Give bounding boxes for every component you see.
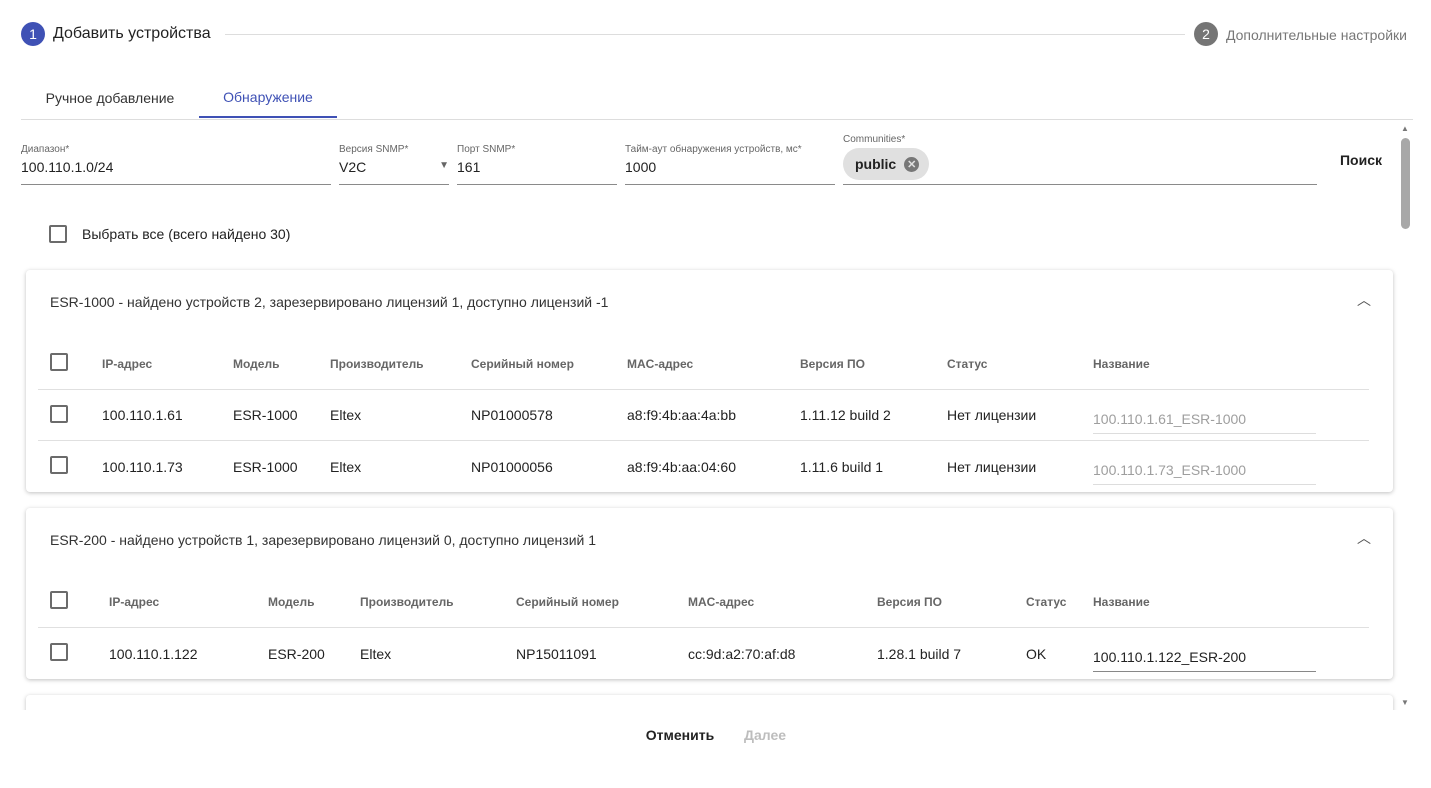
device-group-next xyxy=(26,695,1393,710)
communities-label: Communities* xyxy=(843,134,906,145)
dropdown-arrow-icon: ▼ xyxy=(439,160,449,171)
step-2-number: 2 xyxy=(1194,22,1218,46)
col-serial[interactable]: Серийный номер xyxy=(471,356,574,371)
col-vendor[interactable]: Производитель xyxy=(330,356,424,371)
cell-serial: NP01000056 xyxy=(471,458,553,475)
tab-manual-add[interactable]: Ручное добавление xyxy=(45,90,175,106)
col-vendor[interactable]: Производитель xyxy=(360,594,454,609)
select-all[interactable]: Выбрать все (всего найдено 30) xyxy=(49,225,290,243)
search-button[interactable]: Поиск xyxy=(1339,152,1382,168)
cell-version: 1.28.1 build 7 xyxy=(877,645,962,662)
cell-vendor: Eltex xyxy=(330,407,362,423)
timeout-field[interactable]: Тайм-аут обнаружения устройств, мс* 1000 xyxy=(625,140,835,185)
community-chip-label: public xyxy=(855,156,897,172)
scroll-up-icon[interactable]: ▲ xyxy=(1401,124,1409,133)
table-row: 100.110.1.73 ESR-1000 Eltex NP01000056 a… xyxy=(38,441,1369,492)
collapse-chevron-icon[interactable]: ︿ xyxy=(1357,292,1371,308)
cell-status: OK xyxy=(1026,645,1047,662)
range-input[interactable]: 100.110.1.0/24 xyxy=(21,159,114,175)
results-scroll-area: Выбрать все (всего найдено 30) ESR-1000 … xyxy=(0,186,1398,710)
table-row: 100.110.1.61 ESR-1000 Eltex NP01000578 a… xyxy=(38,390,1369,441)
scroll-down-icon[interactable]: ▼ xyxy=(1401,698,1409,707)
group-title[interactable]: ESR-200 - найдено устройств 1, зарезерви… xyxy=(50,532,597,548)
stepper-connector xyxy=(225,34,1185,35)
row-checkbox[interactable] xyxy=(50,404,68,423)
cell-vendor: Eltex xyxy=(360,645,392,662)
group-select-checkbox[interactable] xyxy=(50,353,68,371)
col-status[interactable]: Статус xyxy=(1026,594,1067,609)
col-version[interactable]: Версия ПО xyxy=(877,594,943,609)
snmp-port-field[interactable]: Порт SNMP* 161 xyxy=(457,140,617,185)
timeout-input[interactable]: 1000 xyxy=(625,159,657,175)
select-all-checkbox[interactable] xyxy=(49,225,67,243)
col-serial[interactable]: Серийный номер xyxy=(516,594,619,609)
communities-field[interactable]: Communities* public ✕ xyxy=(843,134,1317,185)
cell-version: 1.11.12 build 2 xyxy=(800,407,891,423)
device-name-input[interactable]: 100.110.1.61_ESR-1000 xyxy=(1093,405,1316,434)
table-header: IP-адрес Модель Производитель Серийный н… xyxy=(38,576,1369,628)
cell-status: Нет лицензии xyxy=(947,458,1037,475)
snmp-port-input[interactable]: 161 xyxy=(457,159,481,175)
snmp-version-select[interactable]: Версия SNMP* V2C ▼ xyxy=(339,140,449,185)
cell-serial: NP15011091 xyxy=(516,645,597,662)
group-title[interactable]: ESR-1000 - найдено устройств 2, зарезерв… xyxy=(50,294,609,310)
cell-ip: 100.110.1.61 xyxy=(102,407,183,423)
cell-vendor: Eltex xyxy=(330,458,362,475)
col-mac[interactable]: MAC-адрес xyxy=(688,594,755,609)
timeout-label: Тайм-аут обнаружения устройств, мс* xyxy=(625,144,802,155)
col-model[interactable]: Модель xyxy=(233,356,280,371)
range-field[interactable]: Диапазон* 100.110.1.0/24 xyxy=(21,140,331,185)
scrollbar-thumb[interactable] xyxy=(1401,138,1410,229)
snmp-version-label: Версия SNMP* xyxy=(339,144,409,155)
select-all-label: Выбрать все (всего найдено 30) xyxy=(82,226,291,242)
step-2-label: Дополнительные настройки xyxy=(1226,27,1407,43)
cell-ip: 100.110.1.73 xyxy=(102,458,183,475)
next-button[interactable]: Далее xyxy=(743,727,787,743)
step-1-label: Добавить устройства xyxy=(53,25,211,42)
col-version[interactable]: Версия ПО xyxy=(800,356,866,371)
row-checkbox[interactable] xyxy=(50,456,68,474)
cell-mac: a8:f9:4b:aa:04:60 xyxy=(627,458,736,475)
col-ip[interactable]: IP-адрес xyxy=(102,356,153,371)
device-group-esr200: ESR-200 - найдено устройств 1, зарезерви… xyxy=(26,508,1393,679)
group-select-checkbox[interactable] xyxy=(50,591,68,609)
cell-model: ESR-200 xyxy=(268,645,325,662)
community-chip: public ✕ xyxy=(843,148,930,180)
col-status[interactable]: Статус xyxy=(947,356,988,371)
tabs-divider xyxy=(21,119,1413,120)
col-name[interactable]: Название xyxy=(1093,594,1150,609)
cell-ip: 100.110.1.122 xyxy=(109,645,198,662)
device-name-input[interactable]: 100.110.1.122_ESR-200 xyxy=(1093,643,1316,672)
range-label: Диапазон* xyxy=(21,144,70,155)
snmp-port-label: Порт SNMP* xyxy=(457,144,516,155)
snmp-version-value: V2C xyxy=(339,159,367,175)
collapse-chevron-icon[interactable]: ︿ xyxy=(1357,530,1371,546)
cancel-button[interactable]: Отменить xyxy=(645,727,715,743)
table-header: IP-адрес Модель Производитель Серийный н… xyxy=(38,338,1369,390)
table-row: 100.110.1.122 ESR-200 Eltex NP15011091 c… xyxy=(38,628,1369,679)
cell-model: ESR-1000 xyxy=(233,407,298,423)
col-name[interactable]: Название xyxy=(1093,356,1150,371)
col-ip[interactable]: IP-адрес xyxy=(109,594,160,609)
cell-mac: cc:9d:a2:70:af:d8 xyxy=(688,645,796,662)
remove-chip-icon[interactable]: ✕ xyxy=(904,156,920,172)
step-1-number: 1 xyxy=(21,22,45,46)
cell-serial: NP01000578 xyxy=(471,407,553,423)
row-checkbox[interactable] xyxy=(50,643,68,661)
col-mac[interactable]: MAC-адрес xyxy=(627,356,694,371)
device-name-input[interactable]: 100.110.1.73_ESR-1000 xyxy=(1093,456,1316,485)
cell-mac: a8:f9:4b:aa:4a:bb xyxy=(627,407,736,423)
device-group-esr1000: ESR-1000 - найдено устройств 2, зарезерв… xyxy=(26,270,1393,492)
tab-discovery[interactable]: Обнаружение xyxy=(199,78,337,118)
col-model[interactable]: Модель xyxy=(268,594,315,609)
cell-model: ESR-1000 xyxy=(233,458,298,475)
cell-status: Нет лицензии xyxy=(947,407,1037,423)
cell-version: 1.11.6 build 1 xyxy=(800,458,884,475)
